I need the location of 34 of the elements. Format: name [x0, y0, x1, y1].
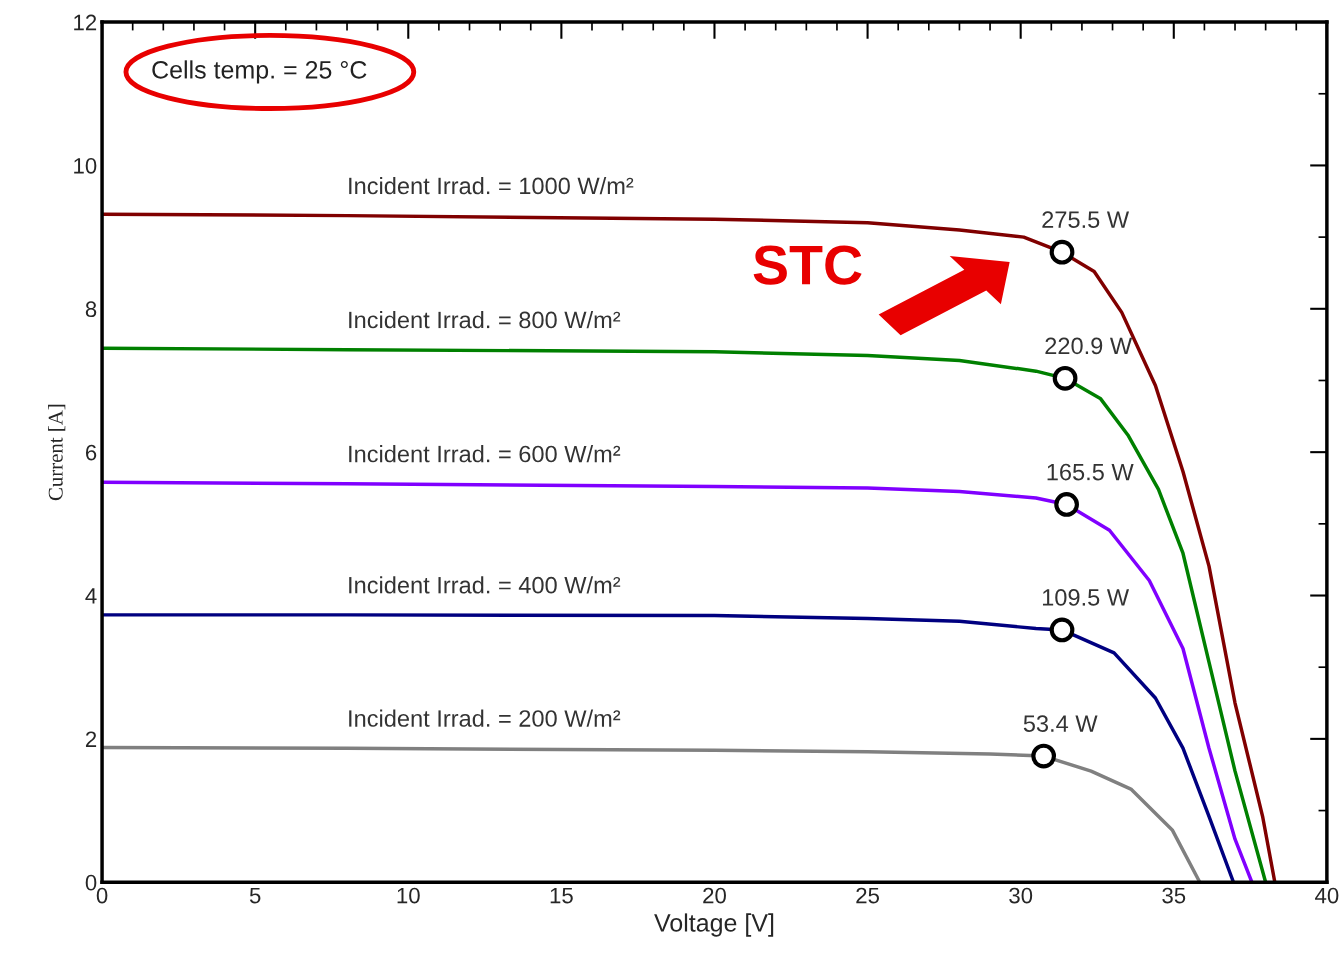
y-tick-label: 12	[74, 14, 97, 31]
series-label: Incident Irrad. = 800 W/m²	[349, 310, 621, 329]
x-tick-label: 15	[550, 887, 573, 904]
y-axis-title: Current [A]	[48, 404, 66, 501]
annotation: 109.5 W	[1042, 589, 1130, 606]
annotation: STC	[753, 245, 862, 285]
line-series	[102, 480, 1254, 883]
series-label: Incident Irrad. = 600 W/m²	[349, 445, 621, 463]
annotation: 53.4 W	[1023, 715, 1098, 732]
x-tick-label: 25	[856, 887, 880, 904]
line-series	[102, 212, 1277, 883]
annotation: 275.5 W	[1042, 211, 1130, 229]
x-tick-label: 10	[397, 887, 420, 904]
line-series	[102, 613, 1236, 883]
y-tick-label: 4	[85, 588, 97, 604]
y-tick-label: 6	[85, 444, 97, 461]
series-label: Incident Irrad. = 200 W/m²	[349, 709, 621, 727]
y-tick-label: 2	[85, 731, 97, 747]
series-label: Incident Irrad. = 400 W/m²	[349, 576, 621, 594]
x-axis-title: Voltage [V]	[654, 913, 774, 937]
x-tick-label: 0	[96, 887, 108, 904]
x-tick-label: 40	[1315, 887, 1339, 904]
x-tick-label: 30	[1009, 887, 1033, 904]
series-label: Incident Irrad. = 1000 W/m²	[349, 176, 634, 195]
annotation: 165.5 W	[1047, 463, 1134, 481]
annotation: 220.9 W	[1045, 337, 1133, 355]
annotation: Cells temp. = 25 °C	[152, 60, 367, 84]
x-tick-label: 20	[703, 887, 726, 904]
x-tick-label: 5	[249, 887, 261, 904]
y-tick-label: 8	[85, 301, 97, 318]
y-tick-label: 10	[74, 157, 97, 174]
line-series	[102, 745, 1202, 883]
y-tick-label: 0	[85, 874, 97, 891]
x-tick-label: 35	[1162, 887, 1186, 904]
